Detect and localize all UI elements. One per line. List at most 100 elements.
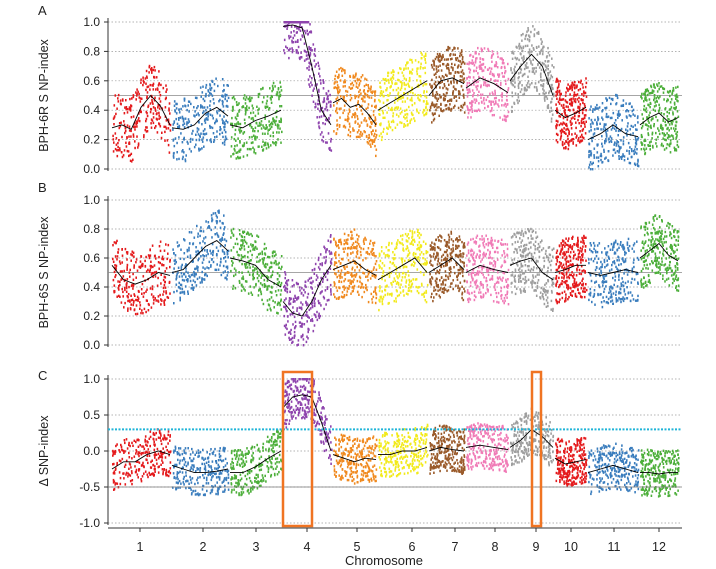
snp-point: [367, 89, 370, 92]
snp-point: [297, 339, 300, 342]
snp-point: [448, 46, 451, 50]
snp-point: [234, 273, 237, 276]
snp-point: [183, 272, 185, 276]
snp-point: [615, 129, 617, 132]
snp-point: [275, 253, 277, 256]
snp-point: [602, 118, 604, 121]
snp-point: [536, 53, 539, 56]
snp-point: [181, 141, 184, 144]
snp-point: [420, 245, 422, 249]
snp-point: [277, 124, 280, 127]
snp-point: [300, 292, 303, 295]
snp-point: [121, 248, 123, 251]
snp-point: [210, 228, 213, 232]
snp-point: [273, 254, 276, 258]
snp-point: [677, 85, 679, 89]
snp-point: [487, 68, 489, 71]
snp-point: [156, 118, 158, 121]
snp-point: [668, 108, 671, 111]
snp-point: [117, 145, 119, 149]
snp-point: [160, 299, 163, 302]
snp-point: [168, 151, 171, 154]
snp-point: [305, 285, 307, 289]
snp-point: [519, 80, 521, 84]
snp-point: [553, 66, 555, 69]
snp-point: [139, 301, 141, 304]
snp-point: [622, 104, 624, 107]
snp-point: [269, 290, 272, 294]
snp-point: [134, 294, 136, 297]
snp-point: [274, 250, 276, 253]
snp-point: [495, 96, 497, 100]
snp-point: [347, 119, 349, 123]
snp-point: [135, 120, 138, 123]
snp-point: [631, 155, 633, 159]
snp-point: [530, 50, 533, 53]
snp-point: [530, 62, 532, 65]
snp-point: [356, 108, 358, 111]
snp-point: [356, 233, 358, 237]
snp-point: [232, 95, 235, 99]
snp-point: [359, 88, 361, 92]
snp-point: [391, 262, 394, 265]
snp-point: [395, 297, 397, 300]
snp-point: [555, 90, 557, 94]
snp-point: [409, 286, 412, 289]
snp-point: [152, 272, 154, 275]
snp-point: [279, 93, 282, 97]
snp-point: [334, 272, 336, 275]
snp-point: [457, 274, 459, 277]
snp-point: [391, 292, 393, 295]
snp-point: [404, 87, 406, 91]
snp-point: [480, 85, 482, 89]
snp-point: [423, 114, 425, 117]
snp-point: [114, 275, 116, 279]
snp-point: [622, 136, 625, 139]
snp-point: [318, 67, 321, 70]
snp-point: [352, 129, 354, 132]
snp-point: [306, 67, 308, 70]
snp-point: [236, 242, 239, 246]
snp-point: [289, 47, 291, 51]
snp-point: [573, 91, 576, 94]
snp-point: [333, 237, 335, 240]
snp-point: [146, 114, 149, 118]
snp-point: [478, 102, 480, 105]
snp-point: [558, 123, 561, 127]
snp-point: [344, 71, 346, 75]
snp-point: [329, 252, 331, 256]
snp-point: [487, 49, 490, 52]
snp-point: [610, 102, 612, 106]
snp-point: [659, 125, 662, 128]
snp-point: [301, 322, 303, 325]
snp-point: [418, 232, 421, 235]
snp-point: [261, 283, 264, 287]
snp-point: [354, 113, 357, 116]
snp-point: [431, 103, 434, 107]
snp-point: [178, 118, 180, 121]
snp-point: [644, 109, 647, 112]
snp-point: [190, 273, 193, 277]
snp-point: [489, 70, 492, 73]
snp-point: [283, 38, 286, 42]
snp-point: [383, 82, 386, 85]
snp-point: [134, 125, 137, 128]
snp-point: [663, 132, 665, 135]
snp-point: [245, 280, 248, 283]
snp-point: [120, 301, 123, 304]
snp-point: [343, 288, 346, 291]
snp-point: [461, 69, 464, 72]
snp-point: [304, 291, 306, 294]
snp-point: [241, 277, 243, 280]
snp-point: [591, 162, 593, 166]
snp-point: [223, 226, 226, 229]
snp-point: [597, 127, 599, 130]
snp-point: [132, 303, 134, 307]
snp-point: [653, 85, 655, 88]
snp-point: [174, 262, 176, 265]
snp-point: [667, 126, 669, 130]
snp-point: [436, 251, 438, 255]
snp-point: [319, 314, 321, 318]
snp-point: [468, 88, 471, 91]
snp-point: [475, 85, 477, 88]
